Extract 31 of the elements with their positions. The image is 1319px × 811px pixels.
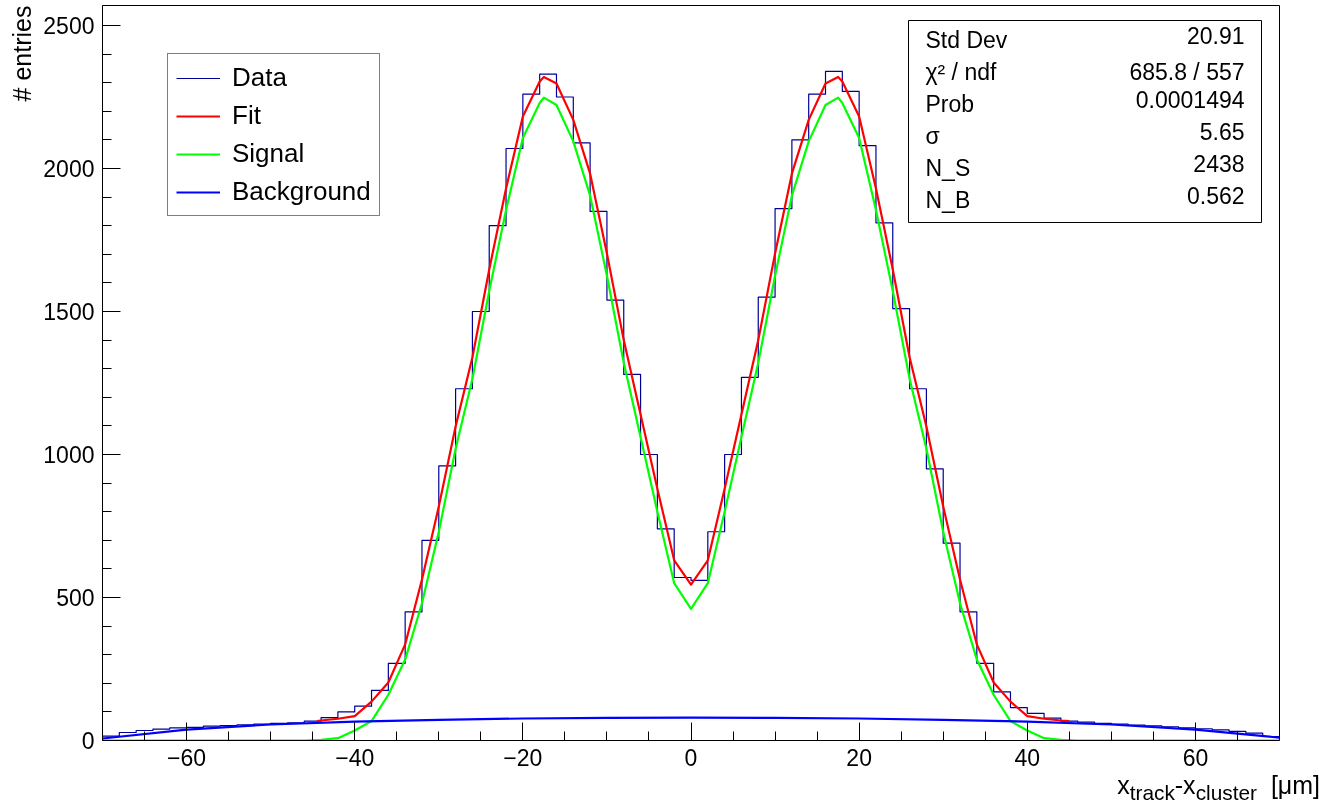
y-tick-label: 2500 <box>43 13 95 40</box>
annotation: χ² / ndf <box>925 58 997 85</box>
annotation: N_B <box>925 186 971 213</box>
annotation: 20.91 <box>1186 22 1245 49</box>
legend-label: Signal <box>232 138 305 169</box>
y-tick-label: 2000 <box>43 156 95 183</box>
annotation: σ <box>925 122 940 149</box>
annotation: 0.0001494 <box>1135 86 1245 113</box>
legend-label: Fit <box>232 100 261 131</box>
y-tick-label: 1500 <box>43 299 95 326</box>
x-tick-label: 40 <box>1014 744 1041 771</box>
x-tick-label: −20 <box>503 744 543 771</box>
legend-label: Background <box>232 176 371 207</box>
x-tick-label: 0 <box>684 744 698 771</box>
y-tick-label: 0 <box>81 728 95 754</box>
x-tick-label: 60 <box>1182 744 1209 771</box>
annotation: 0.562 <box>1186 182 1245 209</box>
annotation: 5.65 <box>1199 118 1245 145</box>
annotation: 685.8 / 557 <box>1129 58 1245 85</box>
x-tick-label: −40 <box>335 744 375 771</box>
annotation: Std Dev <box>925 26 1008 53</box>
annotation: N_S <box>925 154 971 181</box>
x-tick-label: −60 <box>167 744 207 771</box>
x-axis-title: x$_{track}$-x$_{cluster}$ [μm] <box>1117 770 1319 806</box>
y-axis-title: # entries <box>7 5 36 102</box>
annotation: Prob <box>925 90 975 117</box>
x-tick-label: 20 <box>846 744 872 771</box>
y-tick-label: 500 <box>56 585 95 611</box>
y-tick-label: 1000 <box>43 442 95 469</box>
annotation: 2438 <box>1193 150 1245 177</box>
legend-label: Data <box>232 62 287 93</box>
